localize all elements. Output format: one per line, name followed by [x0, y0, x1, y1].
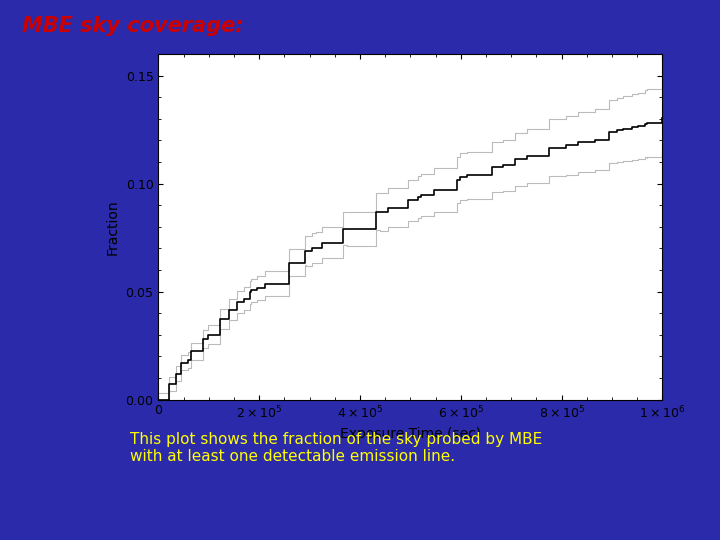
- X-axis label: Exposure Time (sec): Exposure Time (sec): [340, 427, 481, 441]
- Text: MBE sky coverage:: MBE sky coverage:: [22, 16, 243, 36]
- Text: This plot shows the fraction of the sky probed by MBE
with at least one detectab: This plot shows the fraction of the sky …: [130, 432, 542, 464]
- Y-axis label: Fraction: Fraction: [106, 199, 120, 255]
